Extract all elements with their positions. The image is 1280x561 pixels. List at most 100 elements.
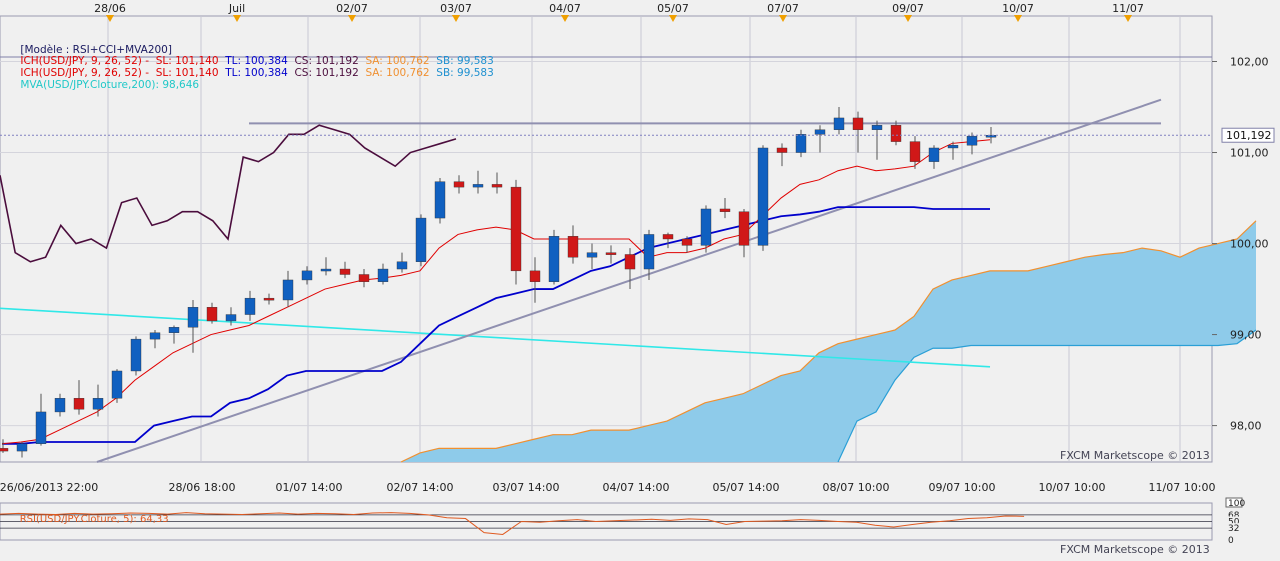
- candle: [491, 172, 503, 194]
- kijun-sen-line: [2, 206, 990, 445]
- rsi-level-box: [1226, 523, 1242, 533]
- candle: [548, 229, 560, 285]
- bottom-time-label: 04/07 14:00: [603, 481, 670, 494]
- legend-ichimoku-1: ICH(USD/JPY, 9, 26, 52) - SL: 101,140 TL…: [7, 43, 493, 79]
- candle: [263, 293, 275, 305]
- candle: [719, 198, 731, 219]
- candle-body: [719, 208, 731, 212]
- date-marker-triangle: [1124, 15, 1132, 22]
- candle: [16, 441, 28, 458]
- rsi-level-box: [1225, 497, 1243, 508]
- rsi-level-label: 50: [1228, 518, 1240, 528]
- date-marker-triangle: [561, 15, 569, 22]
- bottom-time-label: 01/07 14:00: [276, 481, 343, 494]
- candle-body: [0, 448, 9, 452]
- senkou-span-a-line: [400, 220, 1257, 463]
- candle: [225, 307, 237, 326]
- candle: [605, 245, 617, 264]
- top-date-label: 11/07: [1112, 2, 1144, 15]
- candle: [681, 236, 693, 253]
- candle-body: [529, 270, 541, 282]
- candle-body: [358, 274, 370, 282]
- bottom-time-label: 28/06 18:00: [169, 481, 236, 494]
- candle-body: [472, 184, 484, 188]
- candle: [510, 179, 522, 285]
- candle: [396, 252, 408, 273]
- candle-body: [985, 135, 997, 138]
- candle-body: [434, 181, 446, 219]
- candle: [92, 384, 104, 417]
- candle: [643, 229, 655, 280]
- bottom-time-label: 05/07 14:00: [713, 481, 780, 494]
- candle-body: [548, 236, 560, 282]
- candle-body: [624, 254, 636, 270]
- candle: [966, 132, 978, 155]
- legend-mva: MVA(USD/JPY.Cloture,200): 98,646: [7, 67, 199, 103]
- candle-body: [776, 147, 788, 153]
- bottom-time-label: 26/06/2013 22:00: [0, 481, 98, 494]
- date-marker-triangle: [452, 15, 460, 22]
- candle: [757, 145, 769, 251]
- bottom-time-label: 02/07 14:00: [387, 481, 454, 494]
- ichimoku-cloud: [401, 220, 1256, 462]
- legend-rsi: RSI(USD/JPY.Cloture, 5): 64,33: [7, 502, 169, 538]
- legend-sa: SA: 100,762: [365, 55, 430, 67]
- candle-body: [928, 147, 940, 162]
- candle: [111, 369, 123, 403]
- candle: [73, 380, 85, 415]
- candle: [282, 270, 294, 308]
- candle-body: [643, 234, 655, 270]
- legend-sa: SA: 100,762: [365, 67, 430, 79]
- candle: [814, 125, 826, 153]
- candle-body: [947, 145, 959, 149]
- candle-body: [396, 261, 408, 270]
- candle-body: [73, 398, 85, 410]
- candle: [700, 205, 712, 253]
- legend-mva-label: MVA(USD/JPY.Cloture,200): 98,646: [20, 79, 200, 91]
- candle-body: [92, 398, 104, 410]
- candle-body: [16, 443, 28, 452]
- bottom-time-label: 08/07 10:00: [823, 481, 890, 494]
- bottom-time-label: 09/07 10:00: [929, 481, 996, 494]
- candle: [738, 208, 750, 258]
- rsi-level-box: [1226, 535, 1242, 544]
- candle-body: [662, 234, 674, 240]
- candle-body: [320, 268, 332, 272]
- candle-body: [605, 252, 617, 255]
- candle: [415, 214, 427, 267]
- top-date-label: 09/07: [892, 2, 924, 15]
- candle: [586, 243, 598, 270]
- rsi-level-label: 0: [1228, 536, 1234, 546]
- rsi-line: [0, 512, 1025, 535]
- price-marker-box: [1221, 127, 1275, 143]
- legend-sl: SL: 101,140: [155, 55, 219, 67]
- candle-body: [567, 236, 579, 258]
- candle-body: [890, 125, 902, 142]
- legend-ich-label: ICH(USD/JPY, 9, 26, 52) -: [20, 55, 150, 67]
- date-marker-triangle: [1014, 15, 1022, 22]
- candle-body: [415, 217, 427, 262]
- candle: [567, 225, 579, 264]
- support-trendline: [96, 98, 1162, 463]
- rsi-level-box: [1226, 516, 1242, 526]
- candle-body: [795, 134, 807, 153]
- candle-body: [681, 238, 693, 246]
- candle: [244, 290, 256, 321]
- candle-body: [168, 327, 180, 333]
- candle-body: [244, 297, 256, 315]
- date-marker-triangle: [779, 15, 787, 22]
- candle-body: [814, 129, 826, 135]
- candle: [871, 120, 883, 160]
- candle-body: [339, 268, 351, 275]
- date-marker-triangle: [106, 15, 114, 22]
- mva200-line: [0, 307, 991, 368]
- top-date-label: 05/07: [657, 2, 689, 15]
- watermark: FXCM Marketscope © 2013: [1060, 449, 1210, 462]
- candle-body: [738, 211, 750, 246]
- candle-body: [54, 398, 66, 413]
- legend-cs: CS: 101,192: [294, 55, 359, 67]
- legend-tl: TL: 100,384: [225, 55, 288, 67]
- candle-body: [491, 184, 503, 188]
- chikou-span-line: [0, 124, 457, 263]
